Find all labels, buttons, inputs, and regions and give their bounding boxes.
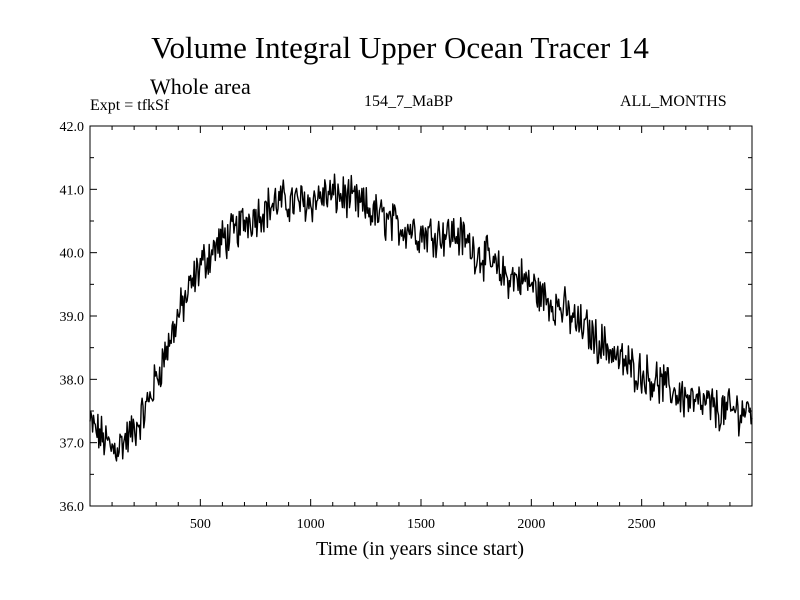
x-tick-label: 2500	[628, 517, 656, 532]
plot-frame	[89, 125, 753, 507]
y-tick-label: 40.0	[60, 247, 85, 262]
x-tick-label: 500	[190, 517, 211, 532]
x-tick-label: 1500	[407, 517, 435, 532]
y-tick-label: 36.0	[60, 500, 85, 515]
chart-subtitle: Whole area	[150, 74, 251, 99]
months-label: ALL_MONTHS	[620, 93, 727, 110]
data-series-line	[89, 173, 753, 462]
x-tick-label: 1000	[297, 517, 325, 532]
experiment-label: Expt = tfkSf	[90, 97, 170, 114]
y-tick-label: 38.0	[60, 373, 85, 388]
chart-title: Volume Integral Upper Ocean Tracer 14	[151, 30, 649, 65]
y-tick-label: 42.0	[60, 120, 85, 135]
y-tick-label: 37.0	[60, 437, 85, 452]
y-tick-label: 41.0	[60, 183, 85, 198]
x-axis-label: Time (in years since start)	[315, 538, 525, 560]
run-label: 154_7_MaBP	[364, 93, 453, 110]
x-tick-label: 2000	[517, 517, 545, 532]
y-tick-label: 39.0	[60, 310, 85, 325]
